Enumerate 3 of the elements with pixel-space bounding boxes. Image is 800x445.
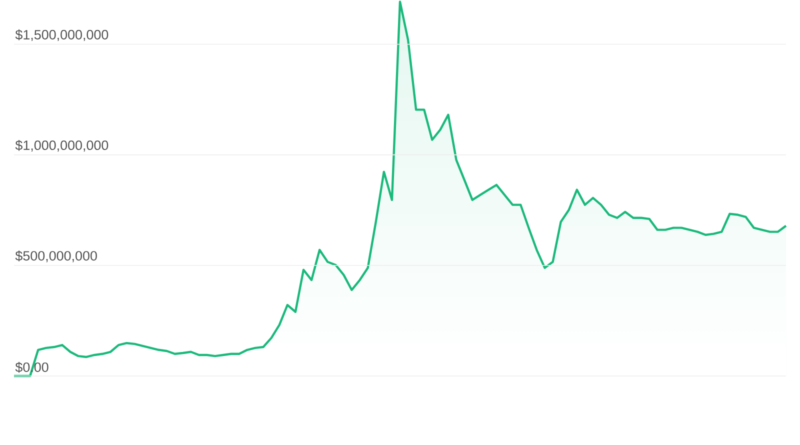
y-tick-label: $1,000,000,000 xyxy=(15,140,108,152)
y-tick-label: $1,500,000,000 xyxy=(15,29,108,42)
y-tick-label: $500,000,000 xyxy=(15,250,97,262)
